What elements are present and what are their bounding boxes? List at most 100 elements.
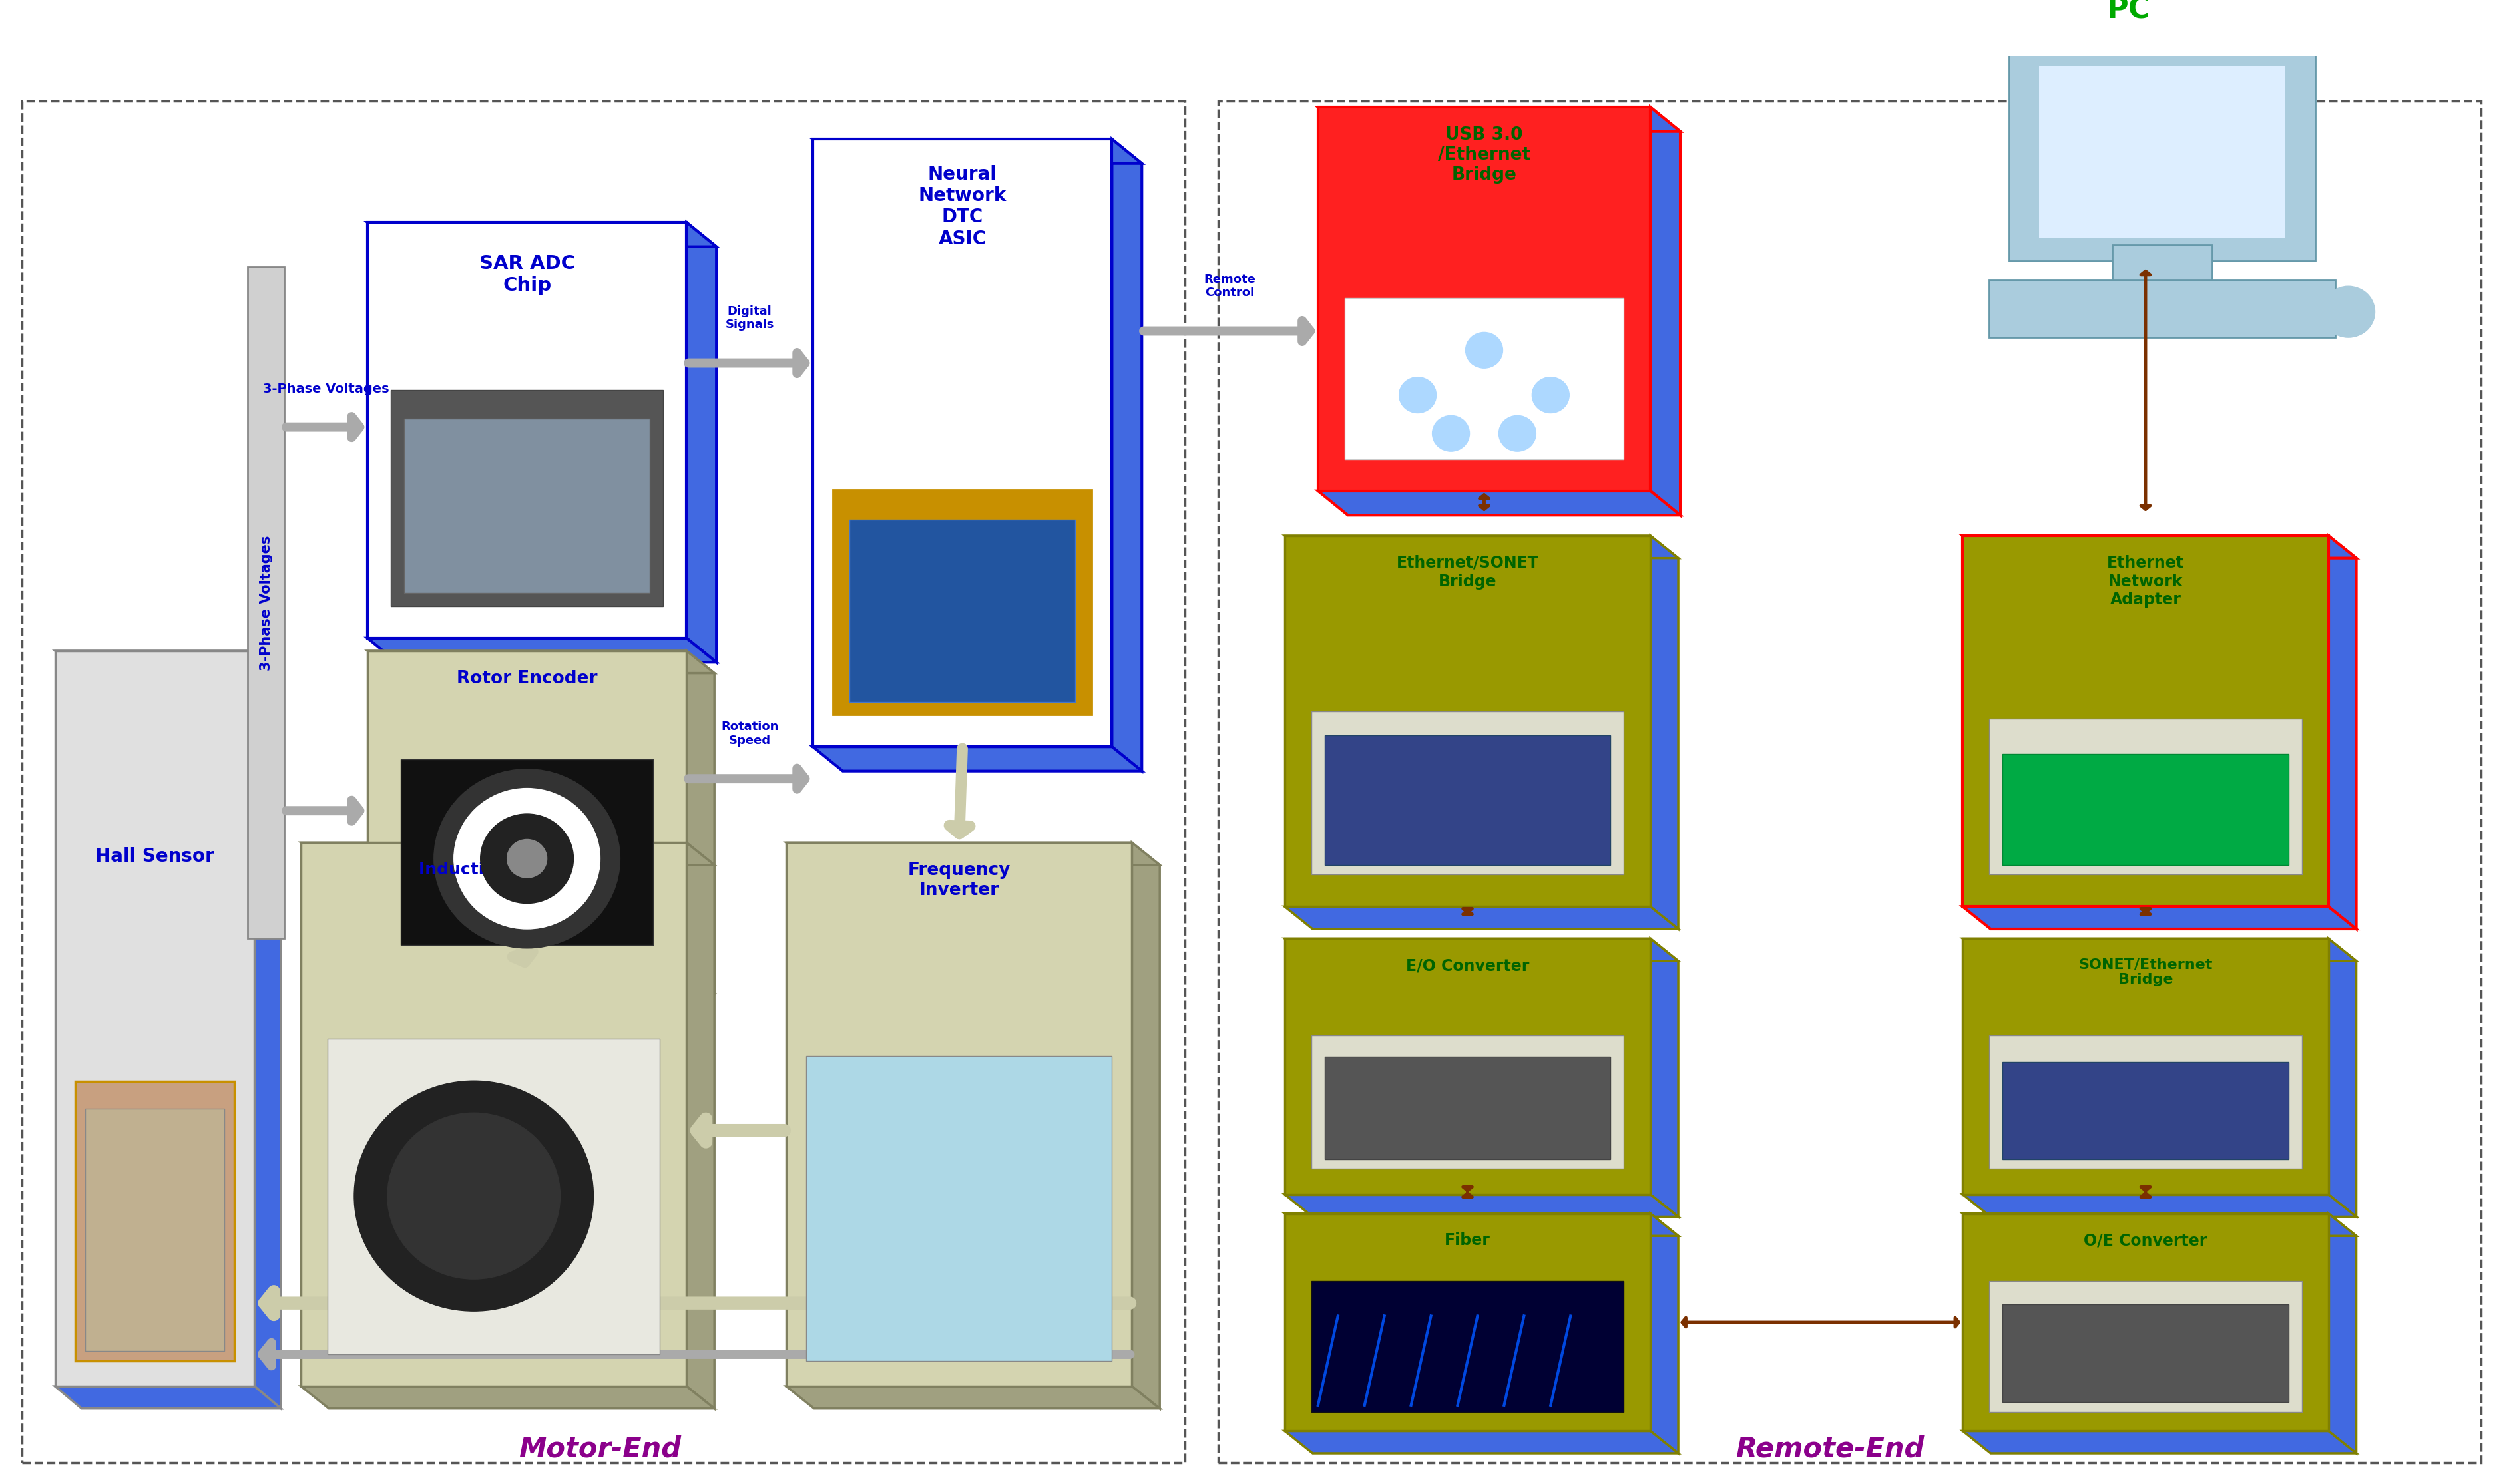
Text: PC: PC (2107, 0, 2152, 24)
Polygon shape (1651, 107, 1681, 515)
Circle shape (388, 1113, 561, 1279)
Text: 3-Phase Voltages: 3-Phase Voltages (263, 383, 388, 395)
Text: Ethernet
Network
Adapter: Ethernet Network Adapter (2107, 555, 2184, 608)
FancyBboxPatch shape (1989, 280, 2335, 337)
Bar (849, 519, 1075, 702)
Polygon shape (1318, 107, 1681, 132)
Polygon shape (1285, 938, 1651, 1195)
Circle shape (353, 1080, 594, 1310)
Polygon shape (787, 1386, 1160, 1408)
Circle shape (1433, 416, 1470, 451)
Text: Motor-End: Motor-End (519, 1435, 681, 1463)
Bar (832, 490, 1092, 715)
Polygon shape (1964, 1214, 2357, 1236)
Polygon shape (368, 223, 686, 638)
Bar (1310, 1281, 1623, 1411)
Bar (2001, 1063, 2290, 1159)
Polygon shape (1285, 1431, 1678, 1453)
Polygon shape (1285, 907, 1678, 929)
Polygon shape (812, 139, 1142, 163)
Polygon shape (787, 843, 1132, 1386)
Polygon shape (686, 843, 714, 1408)
Polygon shape (368, 223, 716, 246)
Bar (328, 1039, 659, 1355)
Text: E/O Converter: E/O Converter (1405, 957, 1528, 974)
Polygon shape (1318, 491, 1681, 515)
Bar (1989, 1036, 2302, 1169)
Polygon shape (1964, 536, 2357, 558)
Text: Fiber: Fiber (1445, 1233, 1490, 1248)
Bar (1310, 1036, 1623, 1169)
Circle shape (506, 840, 546, 879)
Bar (75, 1082, 235, 1361)
Polygon shape (1285, 938, 1678, 962)
Polygon shape (368, 971, 714, 993)
Circle shape (1400, 377, 1435, 413)
Bar (391, 390, 664, 605)
Polygon shape (55, 651, 281, 674)
Circle shape (1533, 377, 1568, 413)
Bar (1325, 1057, 1611, 1159)
Text: Induction Motor: Induction Motor (418, 862, 569, 879)
Polygon shape (1285, 1214, 1651, 1431)
Text: O/E Converter: O/E Converter (2084, 1233, 2207, 1248)
Polygon shape (301, 843, 686, 1386)
Bar (807, 1057, 1112, 1361)
FancyBboxPatch shape (2009, 43, 2315, 261)
Polygon shape (686, 223, 716, 662)
Text: SAR ADC
Chip: SAR ADC Chip (478, 254, 576, 294)
Polygon shape (1964, 938, 2357, 962)
Polygon shape (368, 651, 714, 674)
Bar (1325, 735, 1611, 865)
Polygon shape (1964, 1214, 2327, 1431)
Circle shape (453, 788, 601, 929)
Circle shape (2322, 286, 2375, 337)
Polygon shape (1964, 1431, 2357, 1453)
Polygon shape (1112, 139, 1142, 772)
Bar (2001, 1304, 2290, 1402)
Polygon shape (686, 651, 714, 993)
Polygon shape (1132, 843, 1160, 1408)
Polygon shape (1964, 1195, 2357, 1217)
Polygon shape (1285, 536, 1651, 907)
Text: Rotor Encoder: Rotor Encoder (456, 669, 596, 687)
Polygon shape (1651, 1214, 1678, 1453)
Text: USB 3.0
/Ethernet
Bridge: USB 3.0 /Ethernet Bridge (1438, 126, 1531, 184)
Circle shape (1498, 416, 1536, 451)
Bar (401, 760, 654, 945)
Bar (1345, 298, 1623, 459)
Circle shape (481, 813, 574, 904)
FancyBboxPatch shape (2112, 245, 2212, 283)
Polygon shape (1285, 1195, 1678, 1217)
Text: Hall Sensor: Hall Sensor (95, 847, 215, 867)
Text: Remote
Control: Remote Control (1205, 273, 1255, 300)
Polygon shape (2327, 536, 2357, 929)
Polygon shape (1285, 1214, 1678, 1236)
Text: Neural
Network
DTC
ASIC: Neural Network DTC ASIC (919, 165, 1007, 248)
Polygon shape (1964, 938, 2327, 1195)
Polygon shape (55, 1386, 281, 1408)
Bar (1310, 711, 1623, 874)
Polygon shape (301, 1386, 714, 1408)
Polygon shape (812, 139, 1112, 746)
Text: SONET/Ethernet
Bridge: SONET/Ethernet Bridge (2079, 957, 2212, 987)
Bar (1217, 101, 2482, 1463)
Polygon shape (1318, 107, 1651, 491)
Polygon shape (1964, 907, 2357, 929)
FancyBboxPatch shape (2039, 65, 2285, 239)
Polygon shape (2327, 1214, 2357, 1453)
Text: Rotation
Speed: Rotation Speed (721, 721, 779, 746)
Polygon shape (1651, 938, 1678, 1217)
Bar (1989, 1281, 2302, 1411)
Polygon shape (1651, 536, 1678, 929)
Text: Digital
Signals: Digital Signals (726, 306, 774, 331)
Polygon shape (256, 651, 281, 1408)
Text: Frequency
Inverter: Frequency Inverter (907, 862, 1010, 899)
Polygon shape (55, 651, 256, 1386)
Bar (2001, 754, 2290, 865)
Bar (403, 418, 649, 594)
Polygon shape (1964, 536, 2327, 907)
Polygon shape (301, 843, 714, 865)
Text: Remote-End: Remote-End (1736, 1435, 1924, 1463)
Polygon shape (368, 651, 686, 971)
